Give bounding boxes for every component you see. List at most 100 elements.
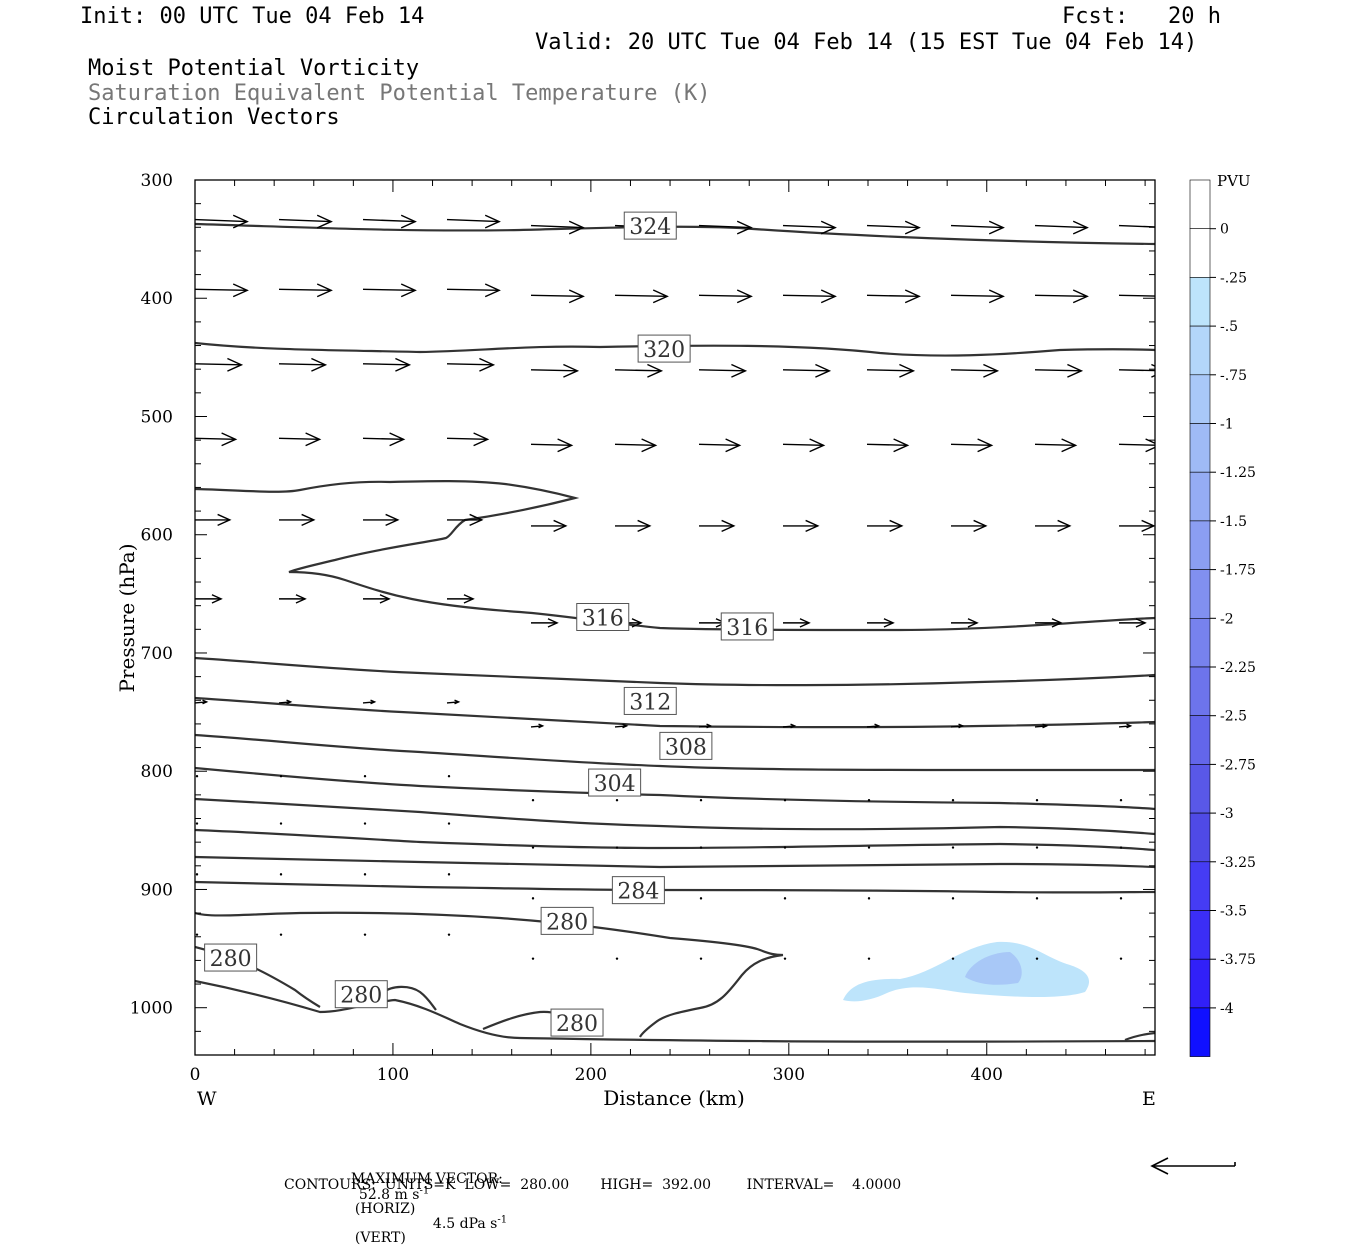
colorbar-swatch	[1189, 228, 1211, 278]
field-title-theta: Saturation Equivalent Potential Temperat…	[88, 81, 711, 106]
field-title-pv: Moist Potential Vorticity	[88, 56, 420, 81]
colorbar-tick-label: -3.5	[1220, 904, 1247, 920]
x-tick-label: 100	[377, 1065, 409, 1085]
circulation-vector	[783, 846, 787, 849]
circulation-vector	[195, 933, 199, 936]
colorbar-swatch	[1189, 861, 1211, 911]
circulation-vector	[447, 873, 451, 876]
circulation-vector	[531, 846, 535, 849]
circulation-vector	[279, 775, 283, 778]
circulation-vector	[615, 519, 652, 533]
circulation-vector	[699, 519, 736, 533]
circulation-vector	[530, 723, 545, 729]
circulation-vector	[531, 799, 535, 802]
x-right-direction: E	[1142, 1088, 1156, 1110]
circulation-vector	[363, 933, 367, 936]
circulation-vector	[363, 594, 391, 604]
colorbar-tick-label: 0	[1220, 222, 1229, 238]
contour-label: 284	[611, 876, 665, 905]
circulation-vector	[615, 799, 619, 802]
contour-320	[195, 341, 1155, 357]
contour-288	[195, 855, 1155, 869]
y-tick-label: 800	[141, 762, 173, 782]
svg-text:316: 316	[582, 607, 624, 632]
init-time: Init: 00 UTC Tue 04 Feb 14	[80, 4, 425, 29]
y-axis-title: Pressure (hPa)	[115, 544, 139, 693]
circulation-vector	[951, 799, 955, 802]
circulation-vector	[614, 723, 629, 729]
pv-shading	[843, 941, 1090, 1002]
circulation-vector	[1035, 618, 1063, 628]
field-title-vectors: Circulation Vectors	[88, 105, 340, 130]
circulation-vector	[867, 519, 904, 533]
circulation-vector	[1035, 846, 1039, 849]
svg-text:308: 308	[665, 735, 707, 760]
circulation-vector	[530, 438, 574, 453]
circulation-vector	[698, 220, 753, 235]
circulation-vector	[1118, 723, 1133, 729]
circulation-vector	[1118, 294, 1155, 297]
y-tick-label: 700	[141, 644, 173, 664]
svg-text:280: 280	[546, 910, 588, 935]
colorbar-swatch	[1189, 666, 1211, 717]
x-tick-label: 400	[971, 1065, 1003, 1085]
contour-label: 280	[334, 980, 388, 1009]
circulation-vector	[615, 957, 619, 960]
circulation-vector	[867, 618, 895, 628]
pv-colorbar: 0 -.25 -.5 -.75 -1 -1.25 -1.5 -1.75 -2 -2.25 -2.5 -…	[1189, 179, 1256, 1057]
circulation-vector	[447, 594, 475, 604]
colorbar-tick-label: -2.5	[1220, 709, 1247, 725]
contour-280-west-b	[195, 979, 1155, 1043]
contour-292	[195, 828, 1155, 852]
circulation-vector	[950, 363, 1000, 378]
cross-section-chart: 324 320 316 316 312 308 304 284 280 280 280 280 300…	[115, 171, 1256, 1175]
colorbar-swatch	[1189, 471, 1211, 522]
circulation-vector	[950, 289, 1005, 304]
circulation-vector	[698, 289, 753, 304]
circulation-vector	[279, 822, 283, 825]
circulation-vector	[866, 438, 910, 453]
circulation-vector	[279, 594, 307, 604]
forecast-hour: Fcst: 20 h	[1062, 4, 1221, 29]
y-tick-label: 900	[141, 880, 173, 900]
theta-contours	[195, 222, 1155, 1043]
circulation-vector	[698, 363, 748, 378]
circulation-vector	[447, 933, 451, 936]
circulation-vector	[446, 432, 490, 447]
circulation-vector	[278, 357, 328, 372]
colorbar-tick-label: -1.25	[1220, 465, 1256, 481]
colorbar-swatch	[1189, 423, 1211, 473]
colorbar-tick-label: -.5	[1220, 319, 1238, 335]
circulation-vector	[278, 214, 333, 229]
circulation-vector	[447, 775, 451, 778]
circulation-vector	[362, 214, 417, 229]
colorbar-swatch	[1189, 910, 1211, 960]
contour-labels: 324 320 316 316 312 308 304 284 280 280 280 280	[204, 211, 774, 1037]
circulation-vector	[279, 873, 283, 876]
x-tick-label: 200	[575, 1065, 607, 1085]
y-tick-label: 1000	[130, 999, 173, 1019]
y-tick-label: 300	[141, 171, 173, 191]
svg-text:312: 312	[629, 690, 671, 715]
plot-frame	[194, 179, 1156, 1056]
circulation-vector	[195, 594, 223, 604]
circulation-vector	[1034, 438, 1078, 453]
contour-label: 324	[623, 211, 677, 240]
contour-312	[195, 656, 1155, 687]
circulation-vector	[951, 519, 988, 533]
contour-296	[195, 797, 1155, 836]
contour-284	[195, 880, 1155, 894]
contour-308	[195, 696, 1155, 729]
circulation-vectors	[195, 214, 1155, 960]
circulation-vector	[195, 699, 209, 705]
svg-text:320: 320	[643, 338, 685, 363]
circulation-vector	[362, 699, 377, 705]
max-vector-vert-value: 4.5 dPa s-1	[432, 1214, 508, 1233]
circulation-vector	[363, 822, 367, 825]
max-vector-vert-tag: (VERT)	[354, 1230, 406, 1246]
contour-280-main	[195, 911, 784, 1038]
reference-vector-arrow	[1150, 1157, 1236, 1175]
circulation-vector	[446, 357, 496, 372]
contour-280-mid-a	[381, 985, 437, 1011]
colorbar-tick-label: -2	[1220, 611, 1234, 627]
